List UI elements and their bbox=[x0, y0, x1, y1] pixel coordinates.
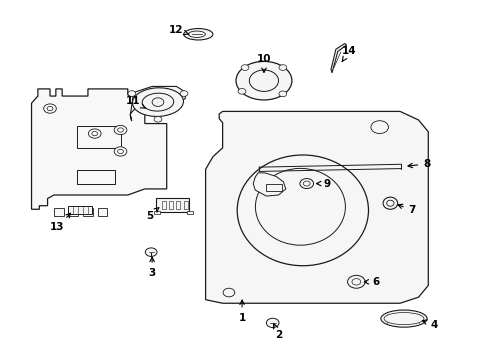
Bar bbox=[169, 202, 173, 208]
Bar bbox=[156, 198, 189, 212]
Ellipse shape bbox=[237, 155, 368, 266]
Ellipse shape bbox=[382, 197, 397, 209]
Ellipse shape bbox=[188, 31, 205, 37]
Circle shape bbox=[223, 288, 234, 297]
Bar bbox=[54, 208, 63, 216]
Circle shape bbox=[92, 131, 98, 136]
Circle shape bbox=[249, 70, 278, 91]
Polygon shape bbox=[253, 173, 285, 196]
Bar bbox=[68, 206, 92, 214]
Polygon shape bbox=[31, 89, 166, 209]
Circle shape bbox=[152, 98, 163, 107]
Circle shape bbox=[278, 65, 286, 71]
Text: 12: 12 bbox=[169, 25, 189, 35]
Circle shape bbox=[114, 147, 126, 156]
Text: 4: 4 bbox=[422, 320, 437, 330]
Circle shape bbox=[266, 318, 279, 328]
Bar bbox=[68, 208, 78, 216]
Circle shape bbox=[241, 65, 248, 71]
Circle shape bbox=[117, 149, 123, 154]
Circle shape bbox=[43, 104, 56, 113]
Ellipse shape bbox=[383, 312, 423, 325]
Bar bbox=[98, 208, 107, 216]
Text: 5: 5 bbox=[146, 208, 159, 221]
Circle shape bbox=[154, 116, 162, 122]
Circle shape bbox=[347, 275, 365, 288]
Circle shape bbox=[278, 91, 286, 97]
Polygon shape bbox=[205, 111, 427, 303]
Text: 7: 7 bbox=[397, 204, 415, 215]
Circle shape bbox=[238, 89, 245, 94]
FancyBboxPatch shape bbox=[77, 126, 120, 148]
Ellipse shape bbox=[236, 62, 291, 100]
Text: 14: 14 bbox=[341, 46, 356, 62]
Text: 13: 13 bbox=[50, 213, 70, 232]
Circle shape bbox=[370, 121, 387, 134]
Bar bbox=[266, 184, 282, 192]
Text: 6: 6 bbox=[364, 277, 379, 287]
Bar bbox=[154, 211, 160, 214]
Text: 11: 11 bbox=[125, 96, 145, 108]
Circle shape bbox=[128, 91, 136, 96]
Circle shape bbox=[299, 179, 313, 189]
Circle shape bbox=[145, 248, 157, 256]
Bar bbox=[183, 202, 187, 208]
Circle shape bbox=[88, 129, 101, 138]
Bar bbox=[176, 202, 180, 208]
Text: 8: 8 bbox=[407, 159, 429, 169]
Circle shape bbox=[351, 279, 360, 285]
Circle shape bbox=[117, 128, 123, 132]
Ellipse shape bbox=[380, 310, 426, 327]
Text: 3: 3 bbox=[148, 257, 155, 278]
Ellipse shape bbox=[386, 200, 393, 206]
Polygon shape bbox=[130, 86, 186, 121]
Text: 10: 10 bbox=[256, 54, 271, 72]
Bar bbox=[187, 211, 193, 214]
FancyBboxPatch shape bbox=[77, 170, 115, 184]
Ellipse shape bbox=[255, 168, 345, 245]
Ellipse shape bbox=[142, 93, 173, 111]
Text: 1: 1 bbox=[238, 300, 245, 323]
Circle shape bbox=[114, 125, 126, 135]
Bar bbox=[83, 208, 93, 216]
Bar bbox=[162, 202, 165, 208]
Polygon shape bbox=[330, 44, 346, 73]
Ellipse shape bbox=[132, 88, 183, 116]
Ellipse shape bbox=[183, 28, 212, 40]
Text: 2: 2 bbox=[273, 324, 282, 341]
Circle shape bbox=[180, 91, 187, 96]
Circle shape bbox=[303, 181, 309, 186]
Text: 9: 9 bbox=[316, 179, 330, 189]
Circle shape bbox=[47, 107, 53, 111]
